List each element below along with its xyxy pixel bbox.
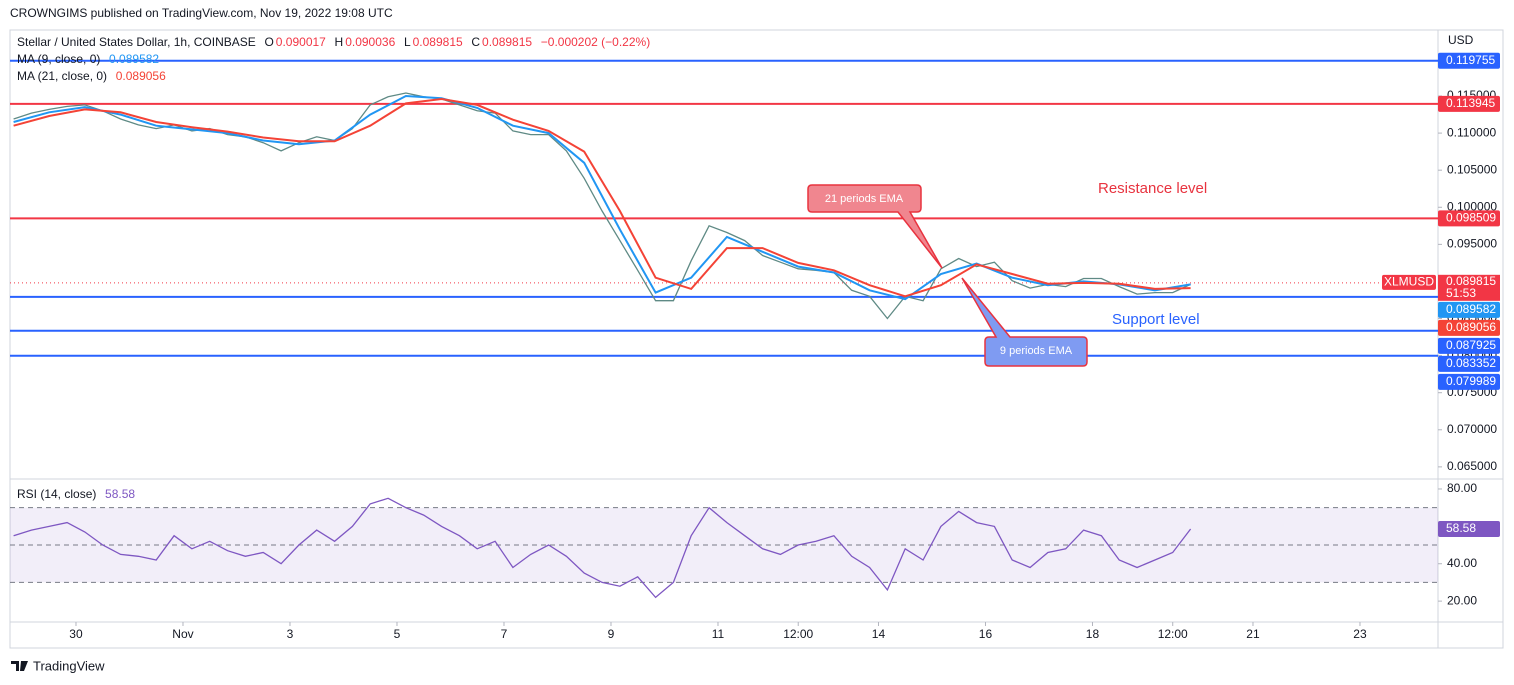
ma-name: MA (21, close, 0): [17, 69, 108, 83]
x-tick-label: 12:00: [1158, 627, 1188, 641]
x-tick-label: Nov: [172, 627, 193, 641]
resistance-label: Resistance level: [1098, 180, 1207, 197]
x-tick-label: 11: [712, 627, 725, 641]
price-tag-value: 0.089815: [1446, 274, 1496, 288]
y-tick-label: 0.095000: [1447, 237, 1497, 251]
x-tick-label: 9: [608, 627, 615, 641]
publisher-line: CROWNGIMS published on TradingView.com, …: [10, 6, 393, 20]
value-box: [1438, 355, 1500, 372]
ohlc-key: O: [264, 35, 274, 49]
indicator-line: [13, 97, 1191, 298]
change: −0.000202 (−0.22%): [540, 35, 651, 49]
x-tick-label: 16: [979, 627, 993, 641]
ohlc-value: 0.089815: [482, 35, 533, 49]
value-box-label: 0.089056: [1446, 320, 1496, 334]
value-box-label: 0.083352: [1446, 356, 1496, 370]
y-tick-label: 0.070000: [1447, 422, 1497, 436]
y-tick-label: 0.065000: [1447, 459, 1497, 473]
value-box-label: 0.079989: [1446, 374, 1496, 388]
ohlc-key: L: [403, 35, 411, 49]
symbol-title: Stellar / United States Dollar, 1h, COIN…: [17, 35, 256, 49]
x-tick-label: 14: [872, 627, 886, 641]
support-label: Support level: [1112, 311, 1200, 328]
value-box: [1438, 521, 1500, 538]
indicator-line: [13, 497, 1192, 599]
axis-unit: USD: [1448, 33, 1474, 47]
callout-ema21: [807, 184, 943, 269]
value-box: [1438, 52, 1500, 69]
pane: [10, 59, 1438, 357]
value-box: [1438, 95, 1500, 112]
x-tick-label: 18: [1086, 627, 1100, 641]
brand-logo: [11, 661, 28, 671]
pane: [10, 497, 1438, 599]
legend-main: Stellar / United States Dollar, 1h, COIN…: [17, 35, 652, 49]
price-tag-box: [1438, 274, 1500, 301]
x-tick-label: 21: [1246, 627, 1260, 641]
value-box-label: 0.113945: [1446, 96, 1495, 110]
value-box-label: 0.089582: [1446, 302, 1496, 316]
x-tick-label: 23: [1353, 627, 1367, 641]
ma-value: 0.089582: [109, 52, 160, 66]
value-box: [1438, 210, 1500, 227]
value-box: [1438, 373, 1500, 390]
y-tick-label: 0.110000: [1447, 125, 1496, 139]
symbol-tag: XLMUSD: [1384, 274, 1434, 288]
callout-ema9-text: 9 periods EMA: [1000, 345, 1073, 357]
legend-ma9: MA (9, close, 0) 0.089582: [17, 52, 161, 66]
value-box: [1438, 301, 1500, 318]
y-tick-label: 40.00: [1447, 556, 1477, 570]
legend-ma21: MA (21, close, 0) 0.089056: [17, 69, 168, 83]
x-tick-label: 30: [69, 627, 83, 641]
value-box-label: 0.087925: [1446, 338, 1496, 352]
y-tick-label: 0.105000: [1447, 162, 1497, 176]
frame: [9, 29, 1504, 649]
y-tick-label: 0.100000: [1447, 199, 1497, 213]
x-tick-label: 7: [501, 627, 508, 641]
callout-ema9: [961, 277, 1088, 367]
indicator-line: [13, 94, 1191, 301]
ohlc-key: H: [334, 35, 344, 49]
value-box-label: 0.119755: [1446, 53, 1495, 67]
brand: TradingView: [11, 658, 105, 673]
y-tick-label: 80.00: [1447, 481, 1477, 495]
legend-rsi: RSI (14, close) 58.58: [17, 487, 137, 501]
symbol-tag-box: [1382, 274, 1436, 290]
rsi-value: 58.58: [105, 487, 136, 501]
callouts: Resistance level Support level 21 periods …: [807, 180, 1207, 367]
ohlc-value: 0.089815: [412, 35, 463, 49]
value-box-label: 0.098509: [1446, 211, 1496, 225]
rsi-name: RSI (14, close): [17, 487, 97, 501]
value-box-label: 58.58: [1446, 521, 1476, 535]
x-tick-label: 5: [394, 627, 401, 641]
price-tag-countdown: 51:53: [1446, 286, 1476, 300]
ma-value: 0.089056: [115, 69, 166, 83]
x-tick-label: 3: [287, 627, 294, 641]
brand-name: TradingView: [33, 658, 105, 673]
ohlc-value: 0.090017: [275, 35, 326, 49]
ma-name: MA (9, close, 0): [17, 52, 101, 66]
callout-ema21-text: 21 periods EMA: [825, 193, 904, 205]
value-box: [1438, 319, 1500, 336]
value-box: [1438, 337, 1500, 354]
y-tick-label: 20.00: [1447, 593, 1477, 607]
x-tick-label: 12:00: [783, 627, 813, 641]
ohlc-value: 0.090036: [345, 35, 396, 49]
ohlc-key: C: [471, 35, 481, 49]
